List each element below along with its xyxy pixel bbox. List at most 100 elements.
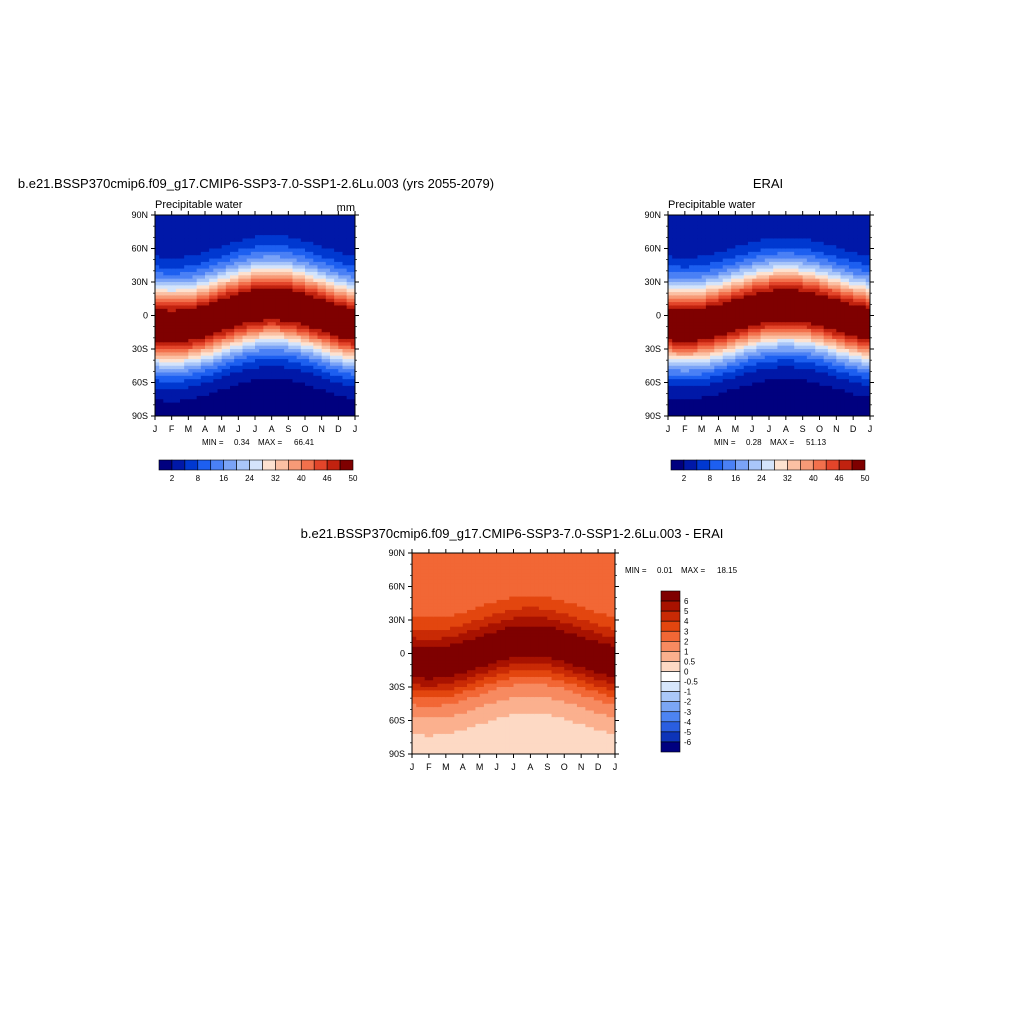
- field-cell: [259, 355, 264, 360]
- field-cell: [668, 389, 673, 394]
- field-cell: [296, 328, 302, 333]
- field-cell: [764, 215, 770, 219]
- field-cell: [296, 238, 302, 243]
- field-cell: [794, 315, 800, 320]
- field-cell: [321, 302, 327, 307]
- field-cell: [710, 278, 715, 283]
- field-cell: [731, 322, 736, 327]
- colorbar-swatch: [313, 459, 328, 471]
- field-cell: [693, 288, 699, 293]
- field-cell: [334, 305, 339, 310]
- field-cell: [221, 379, 227, 384]
- field-cell: [230, 409, 235, 414]
- field-cell: [781, 315, 787, 320]
- field-cell: [790, 345, 795, 350]
- field-cell: [238, 385, 244, 390]
- field-cell: [200, 258, 206, 263]
- field-cell: [267, 315, 273, 320]
- field-cell: [159, 231, 164, 236]
- field-cell: [250, 258, 256, 263]
- field-cell: [764, 405, 770, 410]
- field-cell: [317, 245, 323, 250]
- field-cell: [225, 362, 231, 367]
- field-cell: [684, 375, 690, 380]
- field-cell: [722, 238, 728, 243]
- field-cell: [752, 355, 757, 360]
- field-cell: [773, 338, 779, 343]
- field-cell: [330, 248, 335, 253]
- field-cell: [693, 258, 699, 263]
- field-cell: [175, 312, 181, 317]
- field-cell: [296, 342, 302, 347]
- field-cell: [701, 268, 707, 273]
- field-cell: [680, 375, 686, 380]
- field-cell: [292, 245, 298, 250]
- field-cell: [672, 292, 678, 296]
- field-cell: [731, 372, 736, 377]
- field-cell: [726, 315, 732, 320]
- field-cell: [188, 342, 194, 347]
- field-cell: [180, 305, 185, 310]
- field-cell: [180, 228, 185, 233]
- field-cell: [230, 278, 235, 283]
- field-cell: [785, 282, 791, 286]
- field-cell: [790, 372, 795, 377]
- colorbar-swatch: [171, 459, 186, 471]
- field-cell: [246, 218, 252, 223]
- field-cell: [271, 372, 277, 377]
- field-cell: [350, 325, 355, 330]
- field-cell: [714, 412, 720, 416]
- field-cell: [672, 241, 678, 246]
- field-cell: [693, 402, 699, 407]
- field-cell: [188, 251, 194, 256]
- field-cell: [338, 338, 344, 343]
- field-cell: [710, 218, 715, 223]
- field-cell: [777, 238, 783, 243]
- field-cell: [747, 275, 753, 280]
- field-cell: [334, 399, 339, 404]
- field-cell: [802, 332, 808, 337]
- field-cell: [317, 322, 323, 327]
- field-cell: [743, 382, 749, 387]
- field-cell: [684, 221, 690, 226]
- field-cell: [747, 255, 753, 260]
- field-cell: [234, 231, 239, 236]
- field-cell: [798, 228, 804, 233]
- field-cell: [338, 298, 344, 303]
- field-cell: [710, 282, 715, 286]
- field-cell: [689, 372, 694, 377]
- field-cell: [225, 382, 231, 387]
- field-cell: [313, 268, 319, 273]
- field-cell: [769, 268, 774, 273]
- field-cell: [794, 278, 800, 283]
- y-tick-label: 90S: [132, 411, 148, 421]
- field-cell: [684, 409, 690, 414]
- field-cell: [785, 295, 791, 300]
- field-cell: [209, 328, 214, 333]
- field-cell: [764, 271, 770, 276]
- field-cell: [756, 382, 762, 387]
- field-cell: [756, 268, 762, 273]
- field-cell: [790, 409, 795, 414]
- field-cell: [334, 215, 339, 219]
- field-cell: [739, 375, 745, 380]
- field-cell: [196, 322, 202, 327]
- field-cell: [350, 295, 355, 300]
- field-cell: [171, 379, 177, 384]
- field-cell: [338, 335, 344, 340]
- field-cell: [205, 235, 210, 240]
- field-cell: [159, 278, 164, 283]
- field-cell: [668, 355, 673, 360]
- field-cell: [330, 359, 335, 363]
- field-cell: [718, 382, 724, 387]
- field-cell: [159, 255, 164, 260]
- field-cell: [225, 275, 231, 280]
- colorbar-swatch: [158, 459, 173, 471]
- field-cell: [213, 349, 219, 353]
- field-cell: [764, 385, 770, 390]
- field-cell: [760, 318, 766, 323]
- field-cell: [330, 268, 335, 273]
- field-cell: [735, 352, 741, 357]
- field-cell: [225, 402, 231, 407]
- field-cell: [205, 379, 210, 384]
